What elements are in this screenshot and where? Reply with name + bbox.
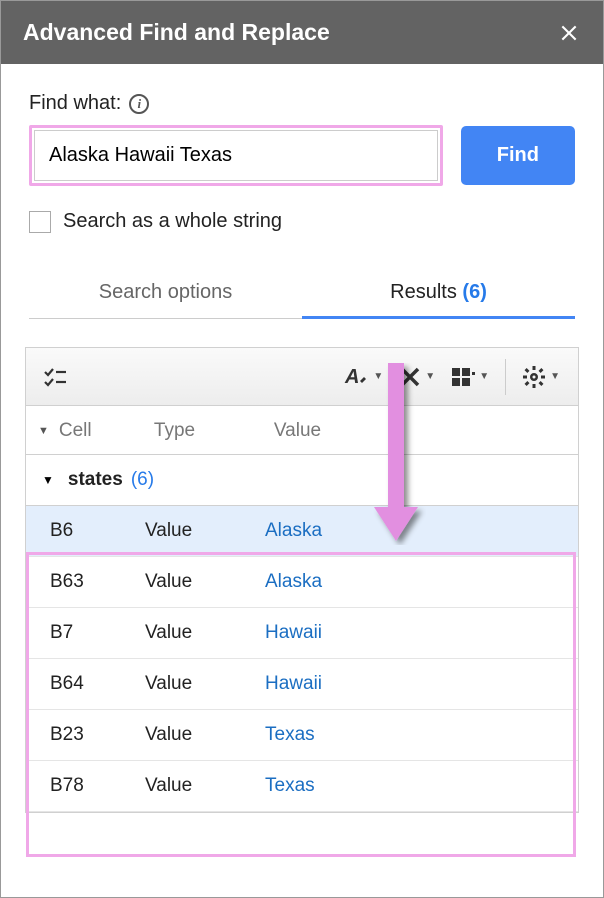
group-count: (6) bbox=[131, 469, 154, 491]
group-row[interactable]: ▼ states (6) bbox=[26, 455, 578, 506]
tab-results-count: (6) bbox=[462, 281, 486, 303]
find-input[interactable] bbox=[34, 130, 438, 181]
results-rows: B6ValueAlaskaB63ValueAlaskaB7ValueHawaii… bbox=[26, 506, 578, 812]
table-row[interactable]: B23ValueTexas bbox=[26, 710, 578, 761]
chevron-down-icon: ▼ bbox=[373, 371, 383, 382]
toolbar-separator bbox=[505, 359, 506, 395]
header-cell: Cell bbox=[59, 420, 154, 442]
whole-string-row: Search as a whole string bbox=[29, 210, 575, 233]
select-tool[interactable] bbox=[38, 361, 74, 393]
format-icon: A bbox=[343, 365, 369, 389]
cell-value: Texas bbox=[265, 775, 566, 797]
whole-string-label: Search as a whole string bbox=[63, 210, 282, 233]
table-row[interactable]: B6ValueAlaska bbox=[26, 506, 578, 557]
settings-tool[interactable]: ▼ bbox=[516, 359, 566, 395]
group-name: states bbox=[68, 469, 123, 491]
gear-icon bbox=[522, 365, 546, 389]
cell-type: Value bbox=[145, 571, 265, 593]
table-row[interactable]: B7ValueHawaii bbox=[26, 608, 578, 659]
tab-search-options-label: Search options bbox=[99, 281, 232, 303]
tabs: Search options Results (6) bbox=[29, 271, 575, 319]
cell-ref: B6 bbox=[50, 520, 145, 542]
collapse-caret-icon: ▼ bbox=[42, 473, 54, 487]
close-button[interactable] bbox=[557, 21, 581, 45]
titlebar: Advanced Find and Replace bbox=[1, 1, 603, 64]
whole-string-checkbox[interactable] bbox=[29, 211, 51, 233]
cell-ref: B23 bbox=[50, 724, 145, 746]
cell-type: Value bbox=[145, 724, 265, 746]
find-label-row: Find what: i bbox=[29, 92, 575, 115]
table-row[interactable]: B64ValueHawaii bbox=[26, 659, 578, 710]
table-header: ▼ Cell Type Value bbox=[26, 406, 578, 455]
close-icon bbox=[559, 23, 579, 43]
cell-type: Value bbox=[145, 622, 265, 644]
fill-tool[interactable]: ▼ bbox=[445, 360, 495, 394]
cell-ref: B64 bbox=[50, 673, 145, 695]
cell-type: Value bbox=[145, 520, 265, 542]
cell-value: Hawaii bbox=[265, 673, 566, 695]
cell-value: Texas bbox=[265, 724, 566, 746]
table-row[interactable]: B63ValueAlaska bbox=[26, 557, 578, 608]
tab-results-label: Results bbox=[390, 281, 457, 303]
results-toolbar: A ▼ ▼ ▼ bbox=[26, 348, 578, 406]
cell-value: Alaska bbox=[265, 520, 566, 542]
cell-value: Hawaii bbox=[265, 622, 566, 644]
svg-text:A: A bbox=[344, 366, 359, 388]
table-row[interactable]: B78ValueTexas bbox=[26, 761, 578, 812]
tab-search-options[interactable]: Search options bbox=[29, 271, 302, 319]
grid-icon bbox=[451, 366, 475, 388]
cell-value: Alaska bbox=[265, 571, 566, 593]
info-icon[interactable]: i bbox=[129, 94, 149, 114]
x-icon bbox=[399, 366, 421, 388]
cell-ref: B78 bbox=[50, 775, 145, 797]
cell-ref: B63 bbox=[50, 571, 145, 593]
header-value: Value bbox=[274, 420, 566, 442]
find-button[interactable]: Find bbox=[461, 126, 575, 185]
tab-results[interactable]: Results (6) bbox=[302, 271, 575, 319]
cell-type: Value bbox=[145, 673, 265, 695]
results-panel: A ▼ ▼ ▼ bbox=[25, 347, 579, 813]
header-type: Type bbox=[154, 420, 274, 442]
chevron-down-icon: ▼ bbox=[479, 371, 489, 382]
chevron-down-icon: ▼ bbox=[550, 371, 560, 382]
find-row: Find bbox=[29, 125, 575, 186]
checklist-icon bbox=[44, 367, 68, 387]
chevron-down-icon: ▼ bbox=[425, 371, 435, 382]
find-label: Find what: bbox=[29, 92, 121, 115]
cell-type: Value bbox=[145, 775, 265, 797]
find-input-highlight bbox=[29, 125, 443, 186]
clear-tool[interactable]: ▼ bbox=[393, 360, 441, 394]
cell-ref: B7 bbox=[50, 622, 145, 644]
dialog-content: Find what: i Find Search as a whole stri… bbox=[1, 64, 603, 319]
sort-caret-icon[interactable]: ▼ bbox=[38, 425, 49, 437]
format-tool[interactable]: A ▼ bbox=[337, 359, 389, 395]
dialog-title: Advanced Find and Replace bbox=[23, 19, 330, 46]
